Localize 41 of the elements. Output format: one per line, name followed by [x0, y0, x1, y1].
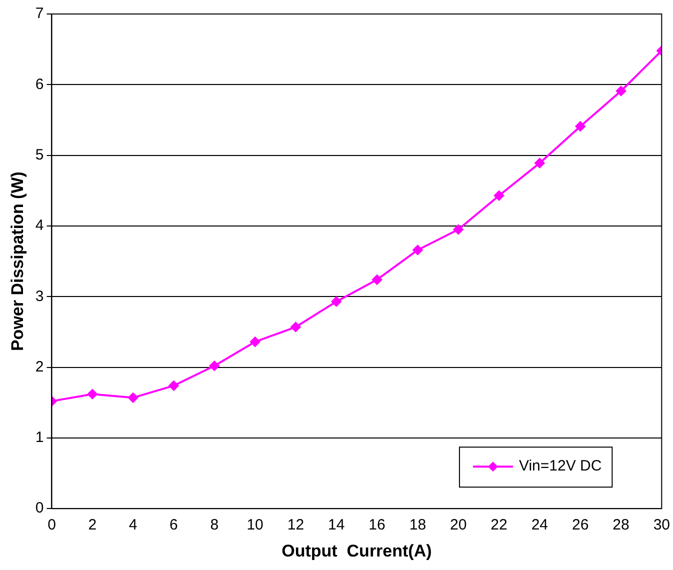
x-axis-title: Output Current(A) — [282, 541, 432, 560]
point — [453, 224, 464, 235]
x-tick-label: 14 — [328, 516, 345, 534]
x-tick-label: 24 — [531, 516, 548, 534]
x-tick-label: 16 — [368, 516, 386, 534]
x-tick-label: 22 — [490, 516, 508, 534]
y-tick-label: 4 — [35, 217, 44, 234]
y-tick-label: 7 — [35, 5, 44, 22]
x-tick-label: 26 — [572, 516, 589, 534]
legend-label: Vin=12V DC — [518, 458, 602, 475]
x-tick-label: 18 — [409, 516, 426, 534]
point — [128, 392, 138, 403]
x-tick-label: 12 — [287, 516, 304, 534]
x-tick-label: 2 — [88, 516, 97, 534]
point — [250, 336, 260, 347]
x-tick-label: 20 — [450, 516, 467, 534]
point — [87, 389, 98, 400]
x-tick-label: 10 — [246, 516, 264, 534]
y-tick-label: 0 — [35, 500, 44, 517]
point — [290, 322, 301, 332]
point — [412, 244, 423, 255]
x-tick-label: 0 — [48, 516, 56, 534]
point — [494, 190, 504, 201]
point — [209, 360, 220, 371]
point — [575, 121, 586, 132]
x-tick-label: 30 — [653, 516, 670, 534]
y-axis-title: Power Dissipation (W) — [8, 172, 27, 352]
point — [616, 86, 626, 96]
y-tick-label: 5 — [35, 146, 44, 164]
point — [168, 380, 179, 391]
x-tick-label: 8 — [210, 516, 219, 534]
point — [534, 158, 545, 168]
point — [372, 274, 382, 285]
y-tick-label: 3 — [35, 288, 44, 305]
y-tick-label: 2 — [35, 358, 44, 376]
x-tick-label: 4 — [128, 516, 138, 534]
x-tick-label: 28 — [612, 516, 630, 534]
x-tick-label: 6 — [170, 516, 178, 534]
y-tick-label: 1 — [35, 429, 44, 446]
point — [331, 296, 342, 307]
y-tick-label: 6 — [35, 76, 44, 93]
